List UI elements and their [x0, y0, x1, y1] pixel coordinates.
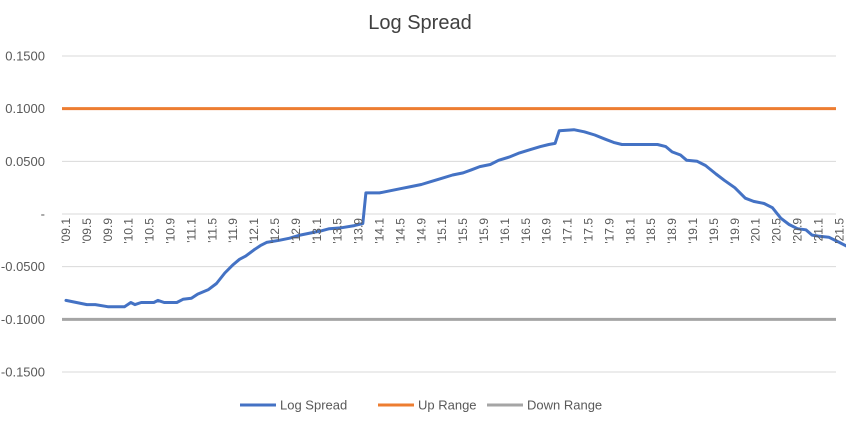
legend-item: Down Range — [487, 398, 602, 413]
x-tick-label: '09.5 — [80, 218, 94, 244]
chart-title: Log Spread — [368, 12, 471, 34]
legend-label: Log Spread — [280, 398, 347, 413]
y-tick-label: - — [41, 207, 45, 222]
x-axis-ticks: '09.1 '09.5 '09.9 '10.1 '10.5 '10.9 '11.1 '11.5… — [59, 218, 846, 244]
x-tick-label: '12.1 — [247, 218, 261, 244]
x-tick-label: '19.5 — [707, 218, 721, 244]
x-tick-label: '18.5 — [644, 218, 658, 244]
y-tick-label: -0.0500 — [1, 259, 45, 274]
x-tick-label: '20.1 — [749, 218, 763, 244]
x-tick-label: '12.5 — [268, 218, 282, 244]
x-tick-label: '20.9 — [791, 218, 805, 244]
y-tick-label: 0.0500 — [5, 154, 45, 169]
x-tick-label: '16.1 — [498, 218, 512, 244]
y-axis-ticks: 0.1500 0.1000 0.0500 - -0.0500 -0.1000 -0.1500 — [1, 49, 45, 380]
x-tick-label: '13.5 — [331, 218, 345, 244]
x-tick-label: '20.5 — [770, 218, 784, 244]
legend: Log Spread Up Range Down Range — [240, 398, 602, 413]
series-lines — [62, 107, 846, 321]
legend-label: Down Range — [527, 398, 602, 413]
x-tick-label: '17.5 — [582, 218, 596, 244]
x-tick-label: '11.1 — [184, 218, 198, 243]
y-tick-label: 0.1500 — [5, 49, 45, 64]
x-tick-label: '16.9 — [540, 218, 554, 244]
x-tick-label: '21.5 — [832, 218, 846, 244]
x-tick-label: '13.1 — [310, 218, 324, 244]
x-tick-label: '16.5 — [519, 218, 533, 244]
x-tick-label: '10.1 — [122, 218, 136, 244]
x-tick-label: '17.1 — [561, 218, 575, 244]
y-tick-label: 0.1000 — [5, 101, 45, 116]
x-tick-label: '10.5 — [143, 218, 157, 244]
x-tick-label: '17.9 — [602, 218, 616, 244]
x-tick-label: '19.9 — [728, 218, 742, 244]
x-tick-label: '21.1 — [811, 218, 825, 244]
y-tick-label: -0.1000 — [1, 312, 45, 327]
x-tick-label: '11.5 — [205, 218, 219, 243]
legend-item: Log Spread — [240, 398, 347, 413]
legend-item: Up Range — [378, 398, 477, 413]
x-tick-label: '15.9 — [477, 218, 491, 244]
x-tick-label: '19.1 — [686, 218, 700, 244]
x-tick-label: '15.5 — [456, 218, 470, 244]
x-tick-label: '18.1 — [623, 218, 637, 244]
x-tick-label: '14.9 — [414, 218, 428, 244]
x-tick-label: '13.9 — [352, 218, 366, 244]
x-tick-label: '09.1 — [59, 218, 73, 244]
x-tick-label: '14.1 — [373, 218, 387, 244]
x-tick-label: '10.9 — [164, 218, 178, 244]
y-tick-label: -0.1500 — [1, 365, 45, 380]
x-tick-label: '18.9 — [665, 218, 679, 244]
gridlines — [62, 55, 836, 373]
legend-label: Up Range — [418, 398, 477, 413]
series-line-log-spread — [64, 128, 846, 309]
x-tick-label: '09.9 — [101, 218, 115, 244]
x-tick-label: '11.9 — [226, 218, 240, 243]
x-tick-label: '12.9 — [289, 218, 303, 244]
x-tick-label: '15.1 — [435, 218, 449, 244]
x-tick-label: '14.5 — [393, 218, 407, 244]
